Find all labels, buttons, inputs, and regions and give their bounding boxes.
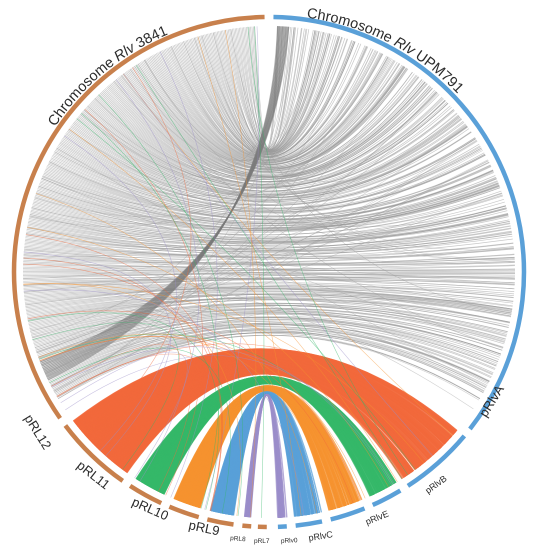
segment-arc-prl12	[63, 424, 125, 483]
label-prl9: pRL9	[187, 517, 221, 538]
segment-arc-chrupm791	[273, 14, 527, 431]
label-prl11: pRL11	[74, 458, 113, 493]
label-prlve: pRlvE	[364, 509, 390, 527]
segment-arc-prlve	[330, 506, 366, 522]
link-group-chr3841-chrupm791	[22, 26, 516, 410]
label-prl12: pRL12	[21, 412, 54, 452]
label-prlvb: pRlvB	[423, 473, 448, 495]
segment-arc-prl11	[128, 483, 163, 506]
label-prlv0: pRlv0	[281, 537, 298, 545]
segment-arc-prl8	[242, 523, 252, 529]
segment-arc-prlvc	[295, 519, 323, 528]
segment-arc-chr3841	[11, 14, 265, 420]
segment-arc-prlva	[406, 434, 467, 488]
scattered-links	[23, 26, 453, 518]
plasmid-links	[23, 26, 458, 518]
link-group-prl12-prlva	[72, 348, 458, 480]
label-prl7: pRL7	[254, 538, 270, 545]
segment-arc-prl10	[168, 504, 200, 520]
label-prlvc: pRlvC	[308, 529, 334, 543]
segment-arc-prl9	[206, 517, 234, 527]
segment-arcs	[11, 14, 527, 530]
link-group-prl8-prlv0	[243, 394, 288, 518]
segment-arc-prlvb	[371, 488, 402, 508]
label-prlva: pRlvA	[476, 382, 507, 420]
label-prl8: pRL8	[230, 535, 246, 543]
